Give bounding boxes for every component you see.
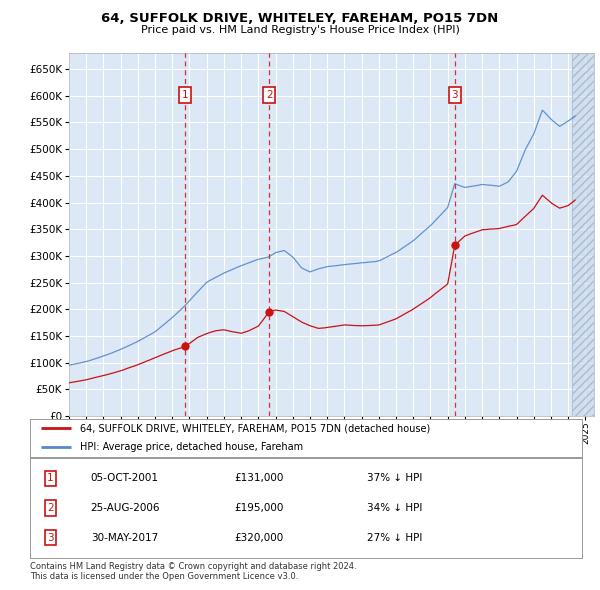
Text: 34% ↓ HPI: 34% ↓ HPI [367,503,422,513]
Text: 2: 2 [47,503,54,513]
Text: 05-OCT-2001: 05-OCT-2001 [91,473,159,483]
Text: 30-MAY-2017: 30-MAY-2017 [91,533,158,543]
Text: 37% ↓ HPI: 37% ↓ HPI [367,473,422,483]
Bar [572,53,594,416]
Text: 64, SUFFOLK DRIVE, WHITELEY, FAREHAM, PO15 7DN: 64, SUFFOLK DRIVE, WHITELEY, FAREHAM, PO… [101,12,499,25]
Text: Contains HM Land Registry data © Crown copyright and database right 2024.
This d: Contains HM Land Registry data © Crown c… [30,562,356,581]
Text: 3: 3 [47,533,54,543]
Text: Price paid vs. HM Land Registry's House Price Index (HPI): Price paid vs. HM Land Registry's House … [140,25,460,35]
Text: 1: 1 [182,90,188,100]
Text: 2: 2 [266,90,272,100]
Text: £195,000: £195,000 [234,503,284,513]
Text: 27% ↓ HPI: 27% ↓ HPI [367,533,422,543]
Text: 64, SUFFOLK DRIVE, WHITELEY, FAREHAM, PO15 7DN (detached house): 64, SUFFOLK DRIVE, WHITELEY, FAREHAM, PO… [80,424,430,434]
Text: 3: 3 [451,90,458,100]
Text: £320,000: £320,000 [234,533,283,543]
Text: 25-AUG-2006: 25-AUG-2006 [91,503,160,513]
Text: £131,000: £131,000 [234,473,284,483]
Text: 1: 1 [47,473,54,483]
Text: HPI: Average price, detached house, Fareham: HPI: Average price, detached house, Fare… [80,441,303,451]
Bar [572,53,594,416]
